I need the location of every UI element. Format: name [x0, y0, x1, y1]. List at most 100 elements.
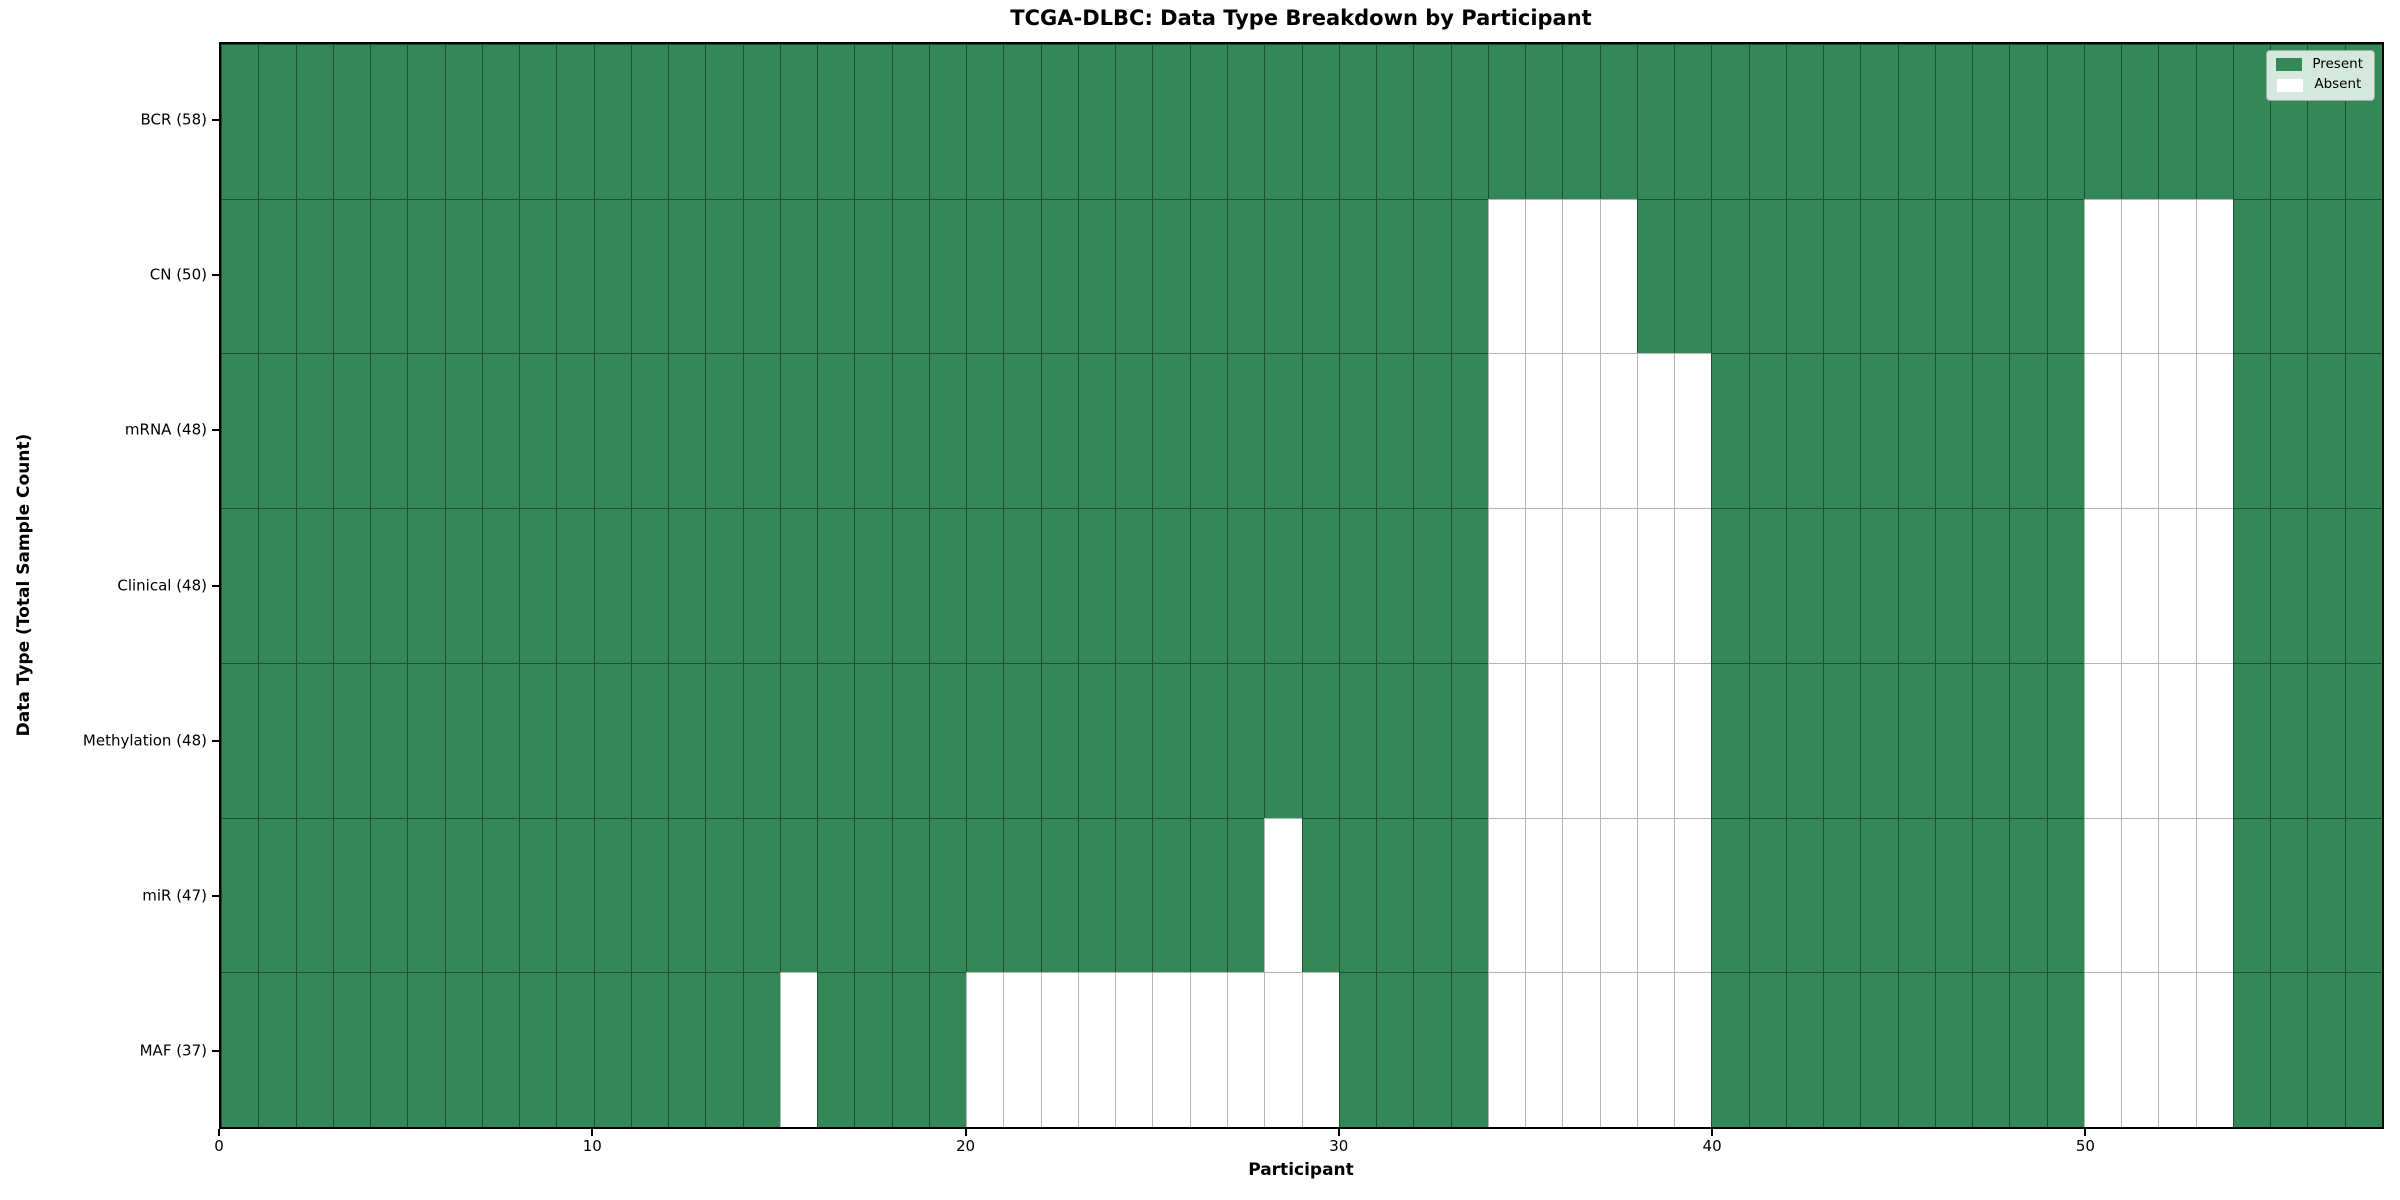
present-cell [407, 662, 445, 818]
present-cell [2046, 817, 2084, 973]
absent-cell [1636, 353, 1675, 509]
present-cell [444, 508, 482, 663]
present-cell [817, 198, 855, 354]
absent-cell [1562, 972, 1600, 1127]
present-cell [966, 508, 1004, 663]
present-cell [2232, 817, 2271, 973]
present-cell [2232, 353, 2271, 509]
present-cell [1301, 817, 1339, 973]
present-cell [705, 44, 743, 199]
present-cell [556, 353, 594, 509]
present-cell [1860, 508, 1898, 663]
present-cell [1301, 353, 1339, 509]
absent-cell [1487, 353, 1526, 509]
present-cell [630, 44, 669, 199]
y-tick-mark [212, 429, 219, 432]
present-cell [593, 662, 631, 818]
present-cell [2307, 817, 2345, 973]
present-cell [668, 44, 706, 199]
present-cell [854, 198, 892, 354]
present-cell [332, 198, 371, 354]
present-cell [1748, 817, 1786, 973]
x-tick-label: 50 [2075, 1137, 2095, 1155]
present-cell [370, 817, 408, 973]
present-cell [1264, 353, 1302, 509]
present-cell [1040, 353, 1078, 509]
present-cell [1003, 662, 1041, 818]
present-cell [444, 353, 482, 509]
present-cell [370, 44, 408, 199]
absent-cell [1599, 508, 1637, 663]
present-cell [2232, 44, 2271, 199]
plot-area: Present Absent [219, 42, 2384, 1129]
present-cell [1077, 817, 1116, 973]
y-tick-label: Methylation (48) [82, 731, 207, 750]
absent-cell [2121, 662, 2159, 818]
present-cell [1189, 508, 1227, 663]
present-cell [891, 44, 929, 199]
present-cell [1785, 353, 1824, 509]
absent-cell [1487, 662, 1526, 818]
present-cell [742, 662, 780, 818]
present-cell [221, 44, 259, 199]
present-cell [2344, 198, 2382, 354]
x-tick-mark [1337, 1129, 1340, 1136]
present-cell [1152, 662, 1190, 818]
absent-cell [1562, 508, 1600, 663]
x-tick-mark [591, 1129, 594, 1136]
y-tick-label: Clinical (48) [117, 576, 207, 594]
present-cell [1301, 198, 1339, 354]
present-cell [556, 972, 594, 1127]
present-cell [2270, 508, 2308, 663]
absent-cell [2121, 198, 2159, 354]
present-cell [630, 508, 669, 663]
y-tick-label: mRNA (48) [124, 420, 207, 439]
present-cell [1972, 662, 2010, 818]
present-cell [593, 198, 631, 354]
present-cell [593, 353, 631, 509]
legend-label-present: Present [2312, 56, 2363, 72]
absent-cell [2158, 662, 2196, 818]
present-cell [1152, 44, 1190, 199]
present-cell [779, 662, 818, 818]
absent-cell [1599, 353, 1637, 509]
present-cell [295, 662, 333, 818]
present-cell [1785, 44, 1824, 199]
present-cell [221, 972, 259, 1127]
present-cell [2009, 198, 2047, 354]
present-cell [1711, 662, 1749, 818]
present-cell [1934, 972, 1973, 1127]
absent-cell [1003, 972, 1041, 1127]
present-cell [1376, 198, 1414, 354]
present-cell [444, 198, 482, 354]
present-cell [295, 353, 333, 509]
y-tick-mark [212, 584, 219, 587]
present-cell [742, 44, 780, 199]
present-cell [1152, 508, 1190, 663]
absent-cell [2158, 198, 2196, 354]
present-cell [1115, 44, 1153, 199]
absent-cell [2195, 353, 2233, 509]
present-cell [1450, 44, 1488, 199]
present-cell [891, 662, 929, 818]
present-cell [481, 508, 520, 663]
present-cell [928, 508, 967, 663]
present-cell [258, 817, 296, 973]
present-cell [891, 972, 929, 1127]
present-cell [1972, 198, 2010, 354]
present-cell [1860, 662, 1898, 818]
present-cell [1264, 44, 1302, 199]
present-cell [1823, 817, 1861, 973]
present-cell [2232, 662, 2271, 818]
present-cell [854, 353, 892, 509]
present-cell [407, 44, 445, 199]
present-cell [1264, 198, 1302, 354]
present-cell [1748, 508, 1786, 663]
y-tick-mark [212, 739, 219, 742]
present-cell [1115, 817, 1153, 973]
present-cell [2046, 662, 2084, 818]
present-cell [221, 662, 259, 818]
present-cell [668, 972, 706, 1127]
absent-cell [1562, 662, 1600, 818]
